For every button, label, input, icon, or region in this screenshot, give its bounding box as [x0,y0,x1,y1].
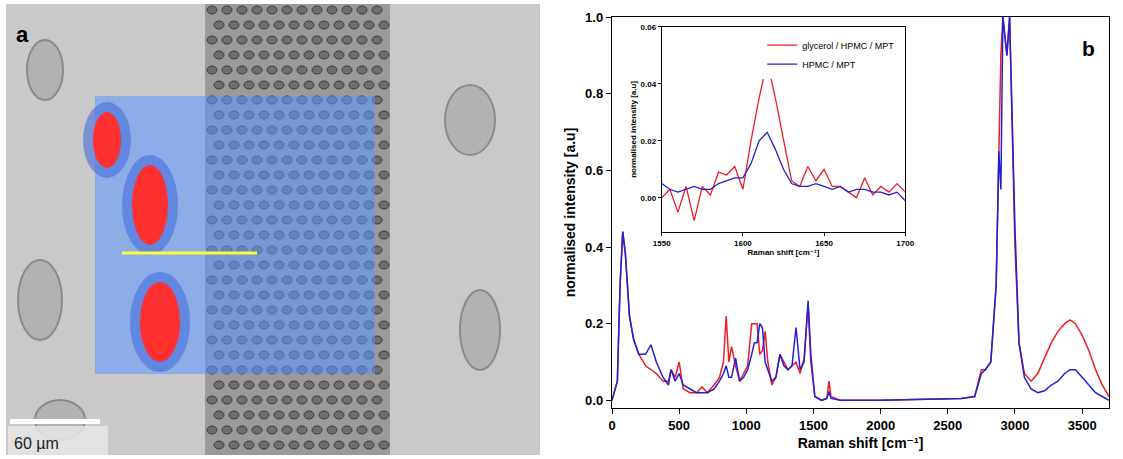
svg-text:500: 500 [668,418,690,433]
svg-text:2500: 2500 [933,418,962,433]
svg-text:0.04: 0.04 [641,80,657,89]
svg-text:1550: 1550 [653,239,671,248]
svg-text:3000: 3000 [1001,418,1030,433]
svg-text:1600: 1600 [734,239,752,248]
svg-text:0.06: 0.06 [641,23,657,32]
svg-text:1700: 1700 [896,239,914,248]
svg-text:0.4: 0.4 [585,240,604,255]
svg-text:0.0: 0.0 [585,393,603,408]
svg-text:glycerol / HPMC / MPT: glycerol / HPMC / MPT [802,41,894,51]
svg-text:1.0: 1.0 [585,10,603,25]
svg-text:HPMC / MPT: HPMC / MPT [802,60,856,70]
svg-text:0.8: 0.8 [585,86,603,101]
svg-text:1650: 1650 [815,239,833,248]
svg-text:60 µm: 60 µm [14,435,59,452]
svg-text:Raman shift [cm⁻¹]: Raman shift [cm⁻¹] [748,248,820,257]
svg-text:0.2: 0.2 [585,316,603,331]
svg-text:0.02: 0.02 [641,137,657,146]
svg-text:1000: 1000 [732,418,761,433]
svg-text:a: a [16,22,29,47]
svg-text:3500: 3500 [1068,418,1097,433]
svg-text:normalised intensity [a.u]: normalised intensity [a.u] [629,81,638,178]
svg-text:0: 0 [608,418,615,433]
svg-text:2000: 2000 [866,418,895,433]
svg-text:0.00: 0.00 [641,194,657,203]
svg-text:b: b [1082,37,1095,60]
svg-text:0.6: 0.6 [585,163,603,178]
svg-text:normalised intensity [a.u]: normalised intensity [a.u] [562,128,578,298]
svg-text:1500: 1500 [799,418,828,433]
svg-text:Raman shift [cm⁻¹]: Raman shift [cm⁻¹] [798,435,924,451]
